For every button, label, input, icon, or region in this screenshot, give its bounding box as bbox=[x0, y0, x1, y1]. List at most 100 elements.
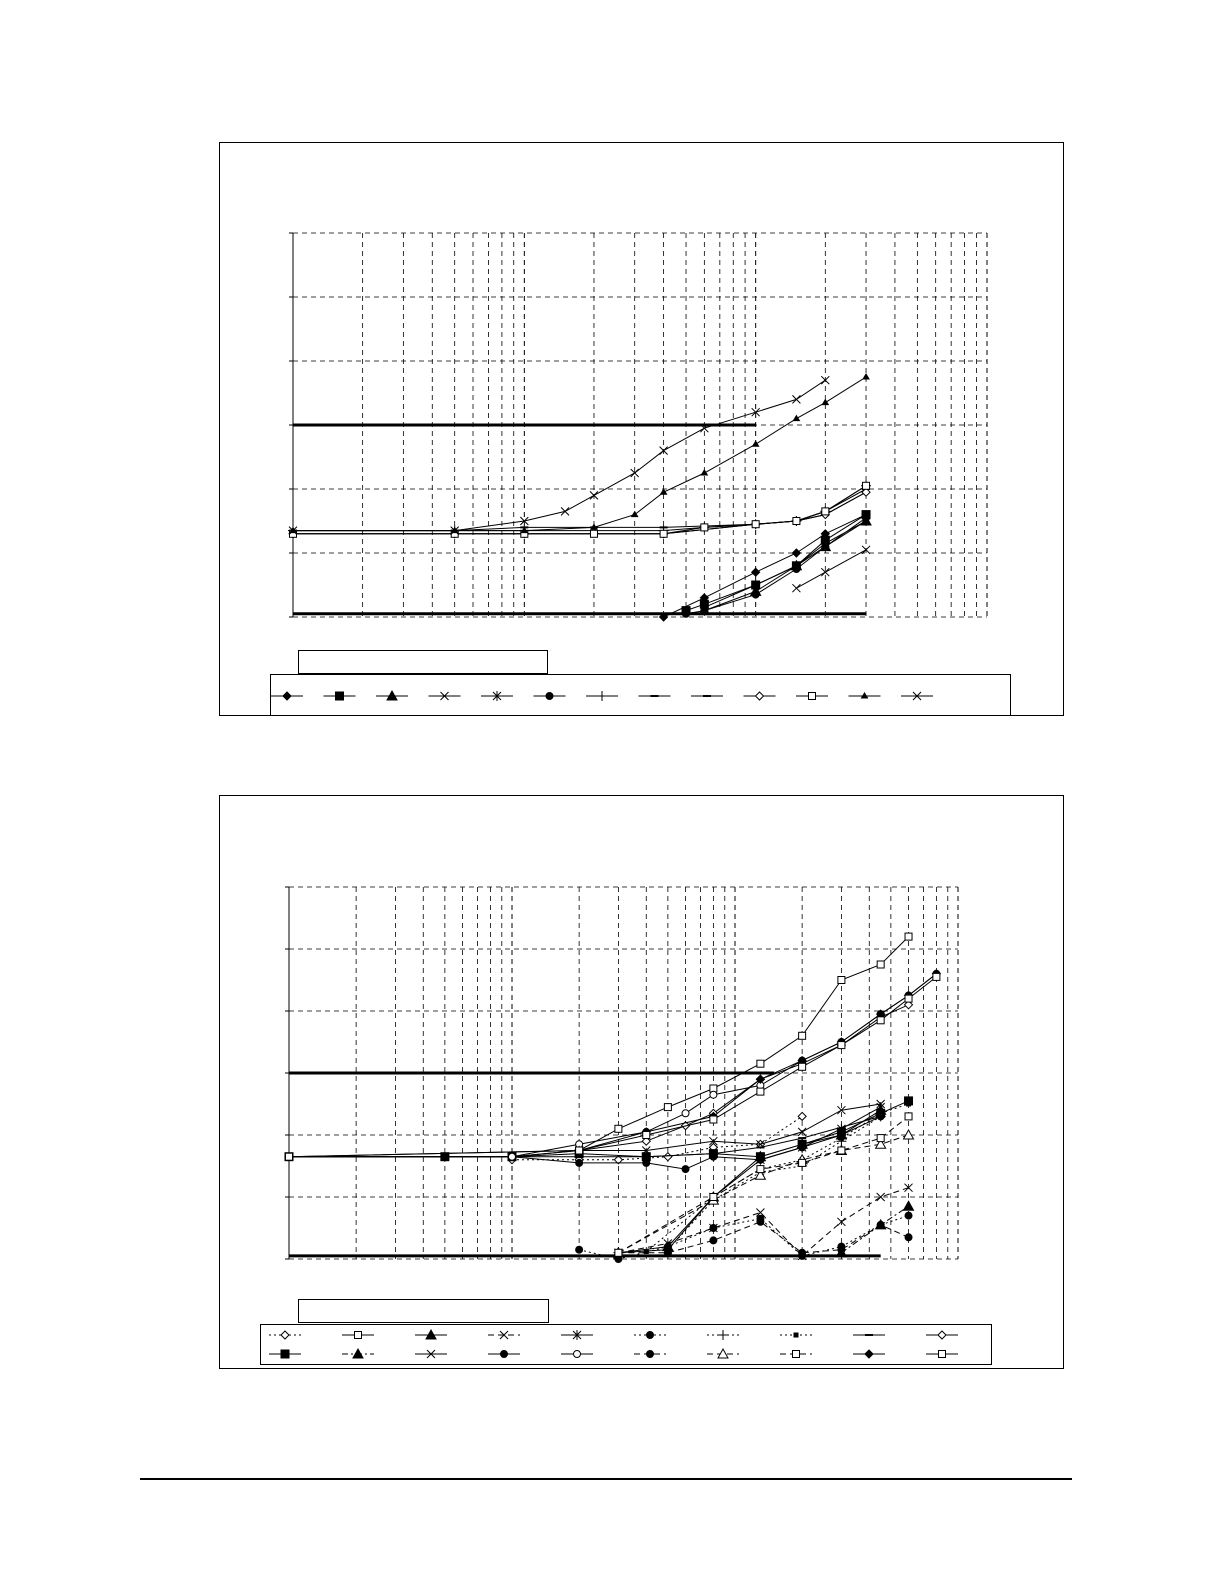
data-point bbox=[663, 1103, 672, 1112]
data-point bbox=[614, 1124, 623, 1133]
data-point bbox=[798, 1143, 807, 1152]
data-point bbox=[756, 1155, 765, 1164]
legend-marker bbox=[386, 689, 398, 701]
legend-entry-4 bbox=[428, 691, 461, 701]
series-16 bbox=[614, 1217, 913, 1257]
legend-marker bbox=[717, 1347, 729, 1359]
data-point bbox=[700, 606, 709, 615]
legend-marker bbox=[492, 691, 502, 701]
data-point bbox=[288, 526, 298, 535]
data-point bbox=[590, 523, 598, 530]
legend-marker bbox=[440, 691, 449, 701]
data-point bbox=[798, 1031, 807, 1040]
data-point bbox=[630, 468, 640, 478]
legend-1 bbox=[270, 674, 1011, 716]
legend-entry-5 bbox=[481, 691, 513, 701]
legend-2 bbox=[260, 1324, 992, 1365]
legend-marker bbox=[545, 692, 554, 700]
series-line bbox=[685, 517, 867, 615]
data-point bbox=[797, 1111, 807, 1122]
data-point bbox=[932, 972, 941, 981]
legend-marker bbox=[864, 1349, 874, 1359]
legend-entry-4 bbox=[488, 1330, 520, 1340]
legend-marker bbox=[792, 1350, 800, 1358]
legend-entry-12 bbox=[848, 692, 881, 699]
legend-entry-7 bbox=[586, 691, 618, 701]
series-line bbox=[293, 491, 867, 532]
data-point bbox=[820, 567, 830, 577]
data-point bbox=[798, 1248, 807, 1257]
series-11 bbox=[284, 1096, 914, 1162]
data-point bbox=[754, 1169, 767, 1180]
data-point bbox=[792, 395, 801, 404]
legend-entry-7 bbox=[707, 1330, 739, 1340]
data-point bbox=[709, 1236, 718, 1245]
series-line bbox=[293, 379, 826, 532]
data-point bbox=[630, 510, 639, 518]
data-point bbox=[700, 469, 709, 476]
legend-entry-3 bbox=[376, 689, 408, 701]
data-point bbox=[821, 398, 830, 406]
legend-entry-12 bbox=[342, 1347, 374, 1359]
legend-marker bbox=[793, 1332, 799, 1338]
data-point bbox=[791, 548, 802, 558]
series-13 bbox=[284, 1099, 886, 1162]
legend-marker bbox=[646, 1331, 654, 1339]
data-point bbox=[663, 1248, 672, 1257]
data-point bbox=[575, 1245, 584, 1254]
data-point bbox=[450, 526, 460, 535]
data-point bbox=[699, 423, 709, 433]
data-point bbox=[904, 932, 913, 941]
data-point bbox=[663, 1151, 673, 1162]
data-point bbox=[641, 1136, 651, 1146]
series-line bbox=[288, 976, 937, 1158]
legend-marker bbox=[718, 1330, 728, 1340]
data-point bbox=[681, 1109, 690, 1118]
data-point bbox=[837, 1245, 846, 1254]
legend-marker bbox=[808, 692, 816, 700]
data-point bbox=[837, 976, 846, 984]
legend-entry-16 bbox=[634, 1350, 666, 1358]
footer-rule bbox=[140, 1478, 1072, 1480]
legend-entry-2 bbox=[323, 691, 356, 701]
legend-entry-19 bbox=[853, 1349, 885, 1359]
data-point bbox=[709, 1136, 718, 1146]
data-point bbox=[614, 1248, 623, 1257]
legend-entry-1 bbox=[271, 691, 303, 701]
series-2 bbox=[575, 932, 913, 1155]
data-point bbox=[792, 565, 801, 573]
series-11 bbox=[289, 481, 871, 538]
data-point bbox=[709, 1224, 718, 1232]
legend-marker bbox=[597, 691, 607, 701]
legend-marker bbox=[426, 1349, 436, 1359]
legend-title-box-2 bbox=[298, 1299, 549, 1323]
data-point bbox=[756, 1139, 765, 1149]
data-point bbox=[798, 1158, 807, 1167]
legend-markers-1 bbox=[271, 689, 933, 701]
legend-marker bbox=[573, 1350, 581, 1358]
legend-marker bbox=[499, 1330, 509, 1340]
data-point bbox=[700, 523, 709, 532]
legend-title-box-1 bbox=[298, 650, 548, 674]
series-line bbox=[293, 376, 867, 532]
data-point bbox=[876, 1016, 885, 1025]
data-point bbox=[904, 1112, 913, 1121]
data-point bbox=[904, 1233, 913, 1242]
series-13 bbox=[288, 375, 830, 535]
legend-marker bbox=[572, 1330, 582, 1340]
data-point bbox=[751, 580, 761, 590]
legend-entry-15 bbox=[561, 1350, 593, 1358]
series-line bbox=[293, 485, 867, 535]
legend-marker bbox=[335, 691, 344, 701]
series-line bbox=[578, 936, 909, 1151]
legend-entry-2 bbox=[342, 1331, 374, 1339]
data-point bbox=[862, 373, 870, 380]
data-point bbox=[756, 1217, 765, 1226]
series-line bbox=[288, 973, 937, 1158]
series-line bbox=[663, 514, 867, 618]
data-point bbox=[837, 1146, 846, 1155]
data-point bbox=[904, 994, 913, 1003]
legend-markers-2 bbox=[269, 1328, 958, 1359]
data-point bbox=[876, 960, 885, 969]
data-point bbox=[904, 1211, 913, 1220]
